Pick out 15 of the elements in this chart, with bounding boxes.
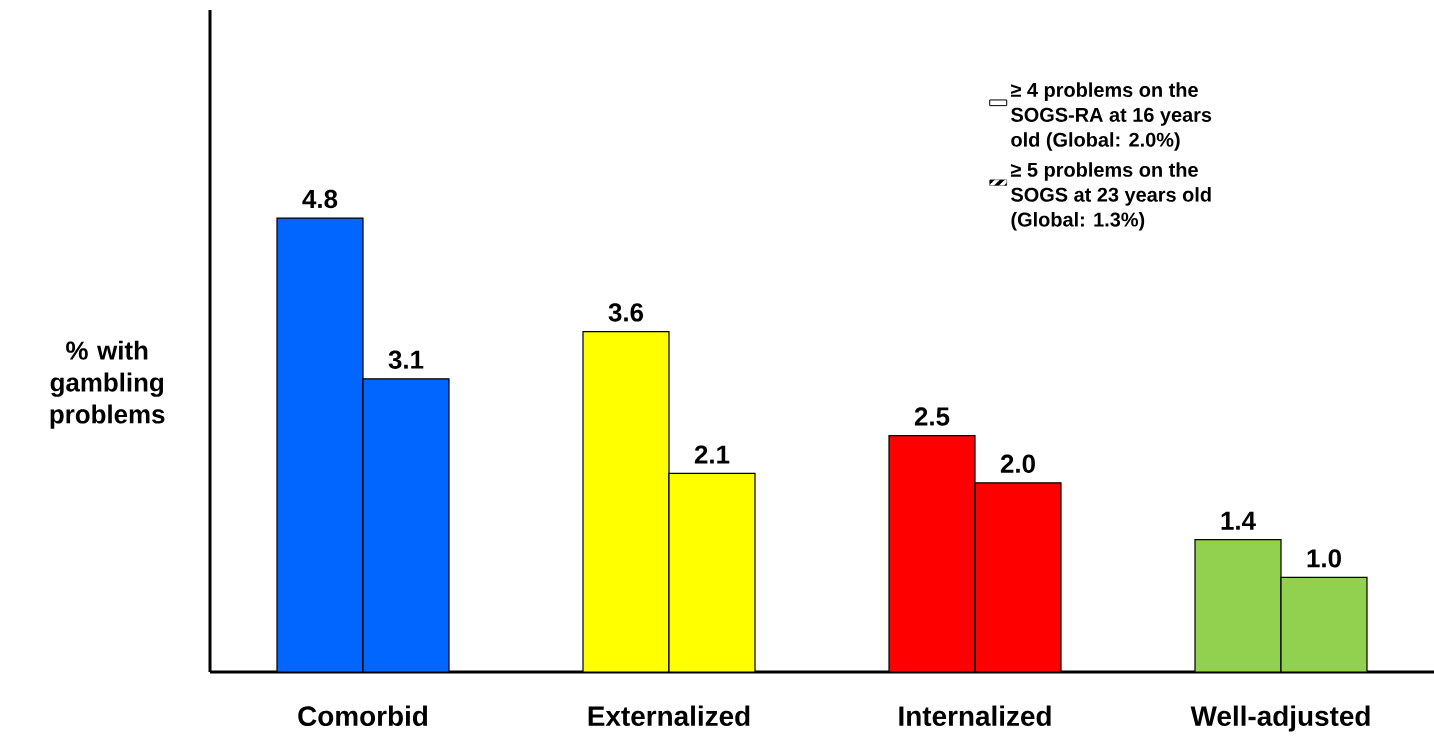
data-label: 1.0 <box>1307 549 1341 568</box>
data-label: 3.1 <box>388 350 424 369</box>
x-tick-label: Well-adjusted <box>1190 705 1370 732</box>
data-label: 2.5 <box>914 407 950 426</box>
y-axis-title: % with gambling problems <box>50 340 165 429</box>
data-label: 3.6 <box>608 303 644 322</box>
x-tick-label: Externalized <box>588 705 750 726</box>
data-label: 4.8 <box>302 189 338 209</box>
legend-label: ≥ 5 problems on the SOGS at 23 years old (Global: 1.3%) <box>1010 162 1211 231</box>
data-label: 2.1 <box>694 445 730 464</box>
data-label: 1.4 <box>1221 511 1256 530</box>
x-tick-label: Internalized <box>899 705 1051 726</box>
data-label: 2.0 <box>1000 454 1035 473</box>
x-tick-label: Comorbid <box>298 705 428 726</box>
legend-label: ≥ 4 problems on the SOGS-RA at 16 years old (Global: 2.0%) <box>1010 82 1212 151</box>
